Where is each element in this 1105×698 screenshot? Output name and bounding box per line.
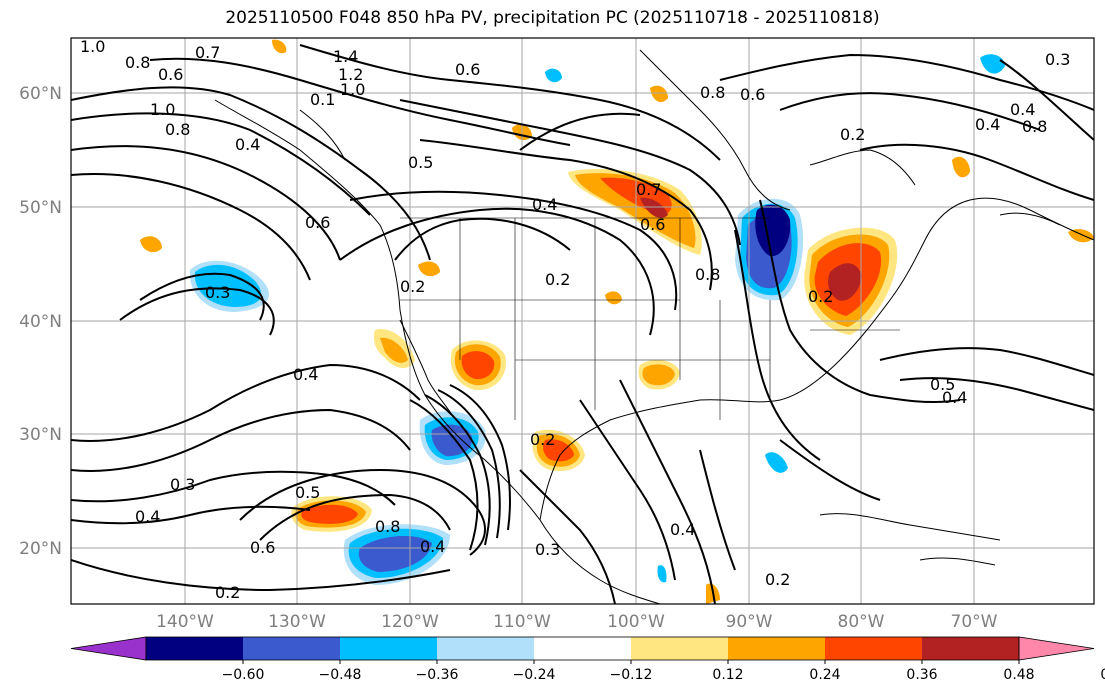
colorbar-extend-high — [1018, 636, 1095, 661]
contour-label: 0.2 — [215, 583, 240, 602]
contour-label: 0.3 — [1045, 50, 1070, 69]
contour-label: 0.2 — [840, 125, 865, 144]
contour-label: 0.2 — [400, 277, 425, 296]
colorbar-tick-label: 0.24 — [809, 667, 840, 683]
colorbar-segment — [825, 637, 923, 660]
contour-label: 0.3 — [535, 540, 560, 559]
contour-label: 0.6 — [250, 538, 275, 557]
contour-label: 0.4 — [975, 115, 1000, 134]
colorbar-segment — [146, 637, 244, 660]
contour-label: 0.2 — [808, 287, 833, 306]
contour-label: 0.8 — [165, 120, 190, 139]
colorbar-segment — [534, 637, 632, 660]
state-borders — [400, 217, 900, 420]
contour-label: 0.8 — [125, 53, 150, 72]
contour-label: 0.8 — [1022, 117, 1047, 136]
contour-label: 0.6 — [158, 65, 183, 84]
lat-label: 60°N — [19, 84, 62, 104]
contour-label: 0.4 — [420, 537, 445, 556]
colorbar-segment — [922, 637, 1020, 660]
colorbar-tick-label: 0.48 — [1003, 667, 1034, 683]
latitude-labels: 60°N 50°N 40°N 30°N 20°N — [19, 84, 62, 559]
colorbar-tick-label: 0.60 — [1100, 667, 1105, 683]
contour-label: 0.8 — [700, 83, 725, 102]
contour-label: 0.2 — [545, 270, 570, 289]
contour-label: 0.5 — [930, 375, 955, 394]
contour-label: 0.2 — [530, 430, 555, 449]
contour-label: 0.4 — [942, 388, 967, 407]
contour-label: 0.4 — [135, 507, 160, 526]
pv-contours — [71, 44, 1094, 604]
longitude-labels: 140°W 130°W 120°W 110°W 100°W 90°W 80°W … — [156, 612, 998, 632]
contour-label: 0.4 — [670, 520, 695, 539]
contour-label: 0.6 — [455, 60, 480, 79]
contour-label: 1.4 — [333, 47, 358, 66]
lon-label: 90°W — [726, 612, 773, 632]
contour-label: 0.3 — [170, 475, 195, 494]
contour-label: 0.8 — [695, 265, 720, 284]
colorbar-segment — [437, 637, 535, 660]
contour-label: 0.6 — [740, 85, 765, 104]
lat-label: 30°N — [19, 425, 62, 445]
colorbar-frame — [145, 636, 1020, 661]
map-title: 2025110500 F048 850 hPa PV, precipitatio… — [225, 8, 880, 28]
contour-label: 0.4 — [1010, 100, 1035, 119]
lat-label: 40°N — [19, 312, 62, 332]
contour-label: 1.2 — [338, 65, 363, 84]
contour-label: 1.0 — [80, 37, 105, 56]
lon-label: 130°W — [268, 612, 326, 632]
contour-label: 0.4 — [293, 365, 318, 384]
contour-label: 0.6 — [305, 213, 330, 232]
contour-label: 0.1 — [310, 90, 335, 109]
colorbar-segment — [728, 637, 826, 660]
colorbar-tick-label: −0.36 — [416, 667, 459, 683]
colorbar: −0.60 −0.48 −0.36 −0.24 −0.12 0.12 0.24 0.36 0.4… — [70, 636, 1105, 683]
colorbar-extend-low — [70, 636, 147, 661]
contour-labels: 1.0 0.8 0.7 0.6 1.4 1.2 1.0 0.6 0.3 0.8 … — [80, 37, 1070, 602]
colorbar-segment — [340, 637, 438, 660]
lon-label: 120°W — [381, 612, 439, 632]
contour-label: 0.8 — [375, 517, 400, 536]
colorbar-tick-label: −0.24 — [513, 667, 556, 683]
colorbar-tick-label: −0.60 — [222, 667, 265, 683]
contour-label: 0.6 — [640, 215, 665, 234]
lon-label: 100°W — [607, 612, 665, 632]
lon-label: 110°W — [493, 612, 551, 632]
map-frame — [70, 37, 1095, 605]
lat-label: 50°N — [19, 198, 62, 218]
contour-label: 1.0 — [150, 100, 175, 119]
lon-label: 80°W — [838, 612, 885, 632]
contour-label: 0.5 — [295, 483, 320, 502]
contour-label: 0.2 — [765, 570, 790, 589]
lon-label: 140°W — [156, 612, 214, 632]
contour-label: 0.4 — [532, 195, 557, 214]
contour-label: 0.7 — [636, 180, 661, 199]
colorbar-segment — [243, 637, 341, 660]
contour-label: 1.0 — [340, 80, 365, 99]
contour-label: 0.4 — [235, 135, 260, 154]
shading-layer — [140, 39, 1094, 604]
colorbar-tick-label: 0.36 — [906, 667, 937, 683]
contour-label: 0.3 — [205, 283, 230, 302]
lon-label: 70°W — [951, 612, 998, 632]
colorbar-tick-label: −0.48 — [319, 667, 362, 683]
colorbar-tick-label: 0.12 — [712, 667, 743, 683]
contour-label: 0.5 — [408, 153, 433, 172]
colorbar-tick-label: −0.12 — [610, 667, 653, 683]
graticule — [71, 38, 1094, 604]
lat-label: 20°N — [19, 539, 62, 559]
contour-label: 0.7 — [195, 43, 220, 62]
colorbar-segment — [631, 637, 729, 660]
